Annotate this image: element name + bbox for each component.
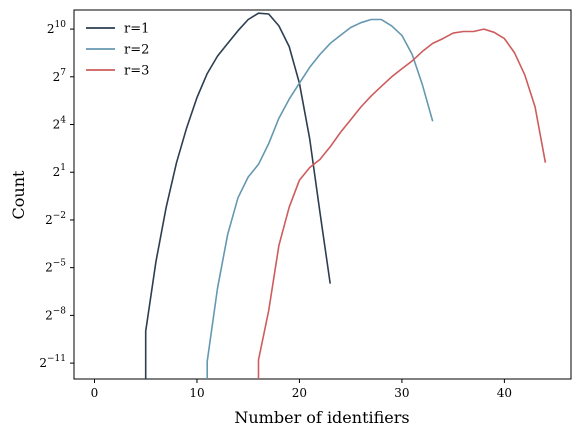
- series-lines: [144, 12, 547, 379]
- legend: r=1 r=2 r=3: [86, 22, 149, 79]
- y-tick-label: 27: [53, 68, 67, 84]
- y-tick-label: 2−5: [45, 259, 66, 275]
- y-tick-label: 2−8: [45, 306, 66, 322]
- y-tick-label: 21: [53, 163, 66, 179]
- y-axis-label: Count: [9, 170, 28, 219]
- y-axis-ticks: 2−11 2−8 2−5 2−2 21 24 27 210: [39, 20, 74, 370]
- y-tick-label: 210: [47, 20, 66, 36]
- legend-label: r=2: [124, 43, 149, 58]
- y-tick-label: 2−11: [39, 354, 66, 370]
- plot-area: [73, 9, 572, 380]
- x-tick-label: 0: [91, 386, 99, 400]
- x-axis-ticks: 0 10 20 30 40: [91, 379, 512, 400]
- legend-label: r=1: [124, 22, 149, 37]
- x-axis-label: Number of identifiers: [234, 408, 409, 427]
- x-tick-label: 40: [497, 386, 512, 400]
- legend-label: r=3: [124, 64, 149, 79]
- series-line-r=2: [206, 18, 434, 379]
- x-tick-label: 10: [189, 386, 204, 400]
- series-line-r=1: [144, 12, 331, 379]
- x-tick-label: 20: [292, 386, 307, 400]
- x-tick-label: 30: [394, 386, 409, 400]
- y-tick-label: 24: [53, 116, 67, 132]
- y-tick-label: 2−2: [45, 211, 66, 227]
- series-line-r=3: [257, 28, 547, 379]
